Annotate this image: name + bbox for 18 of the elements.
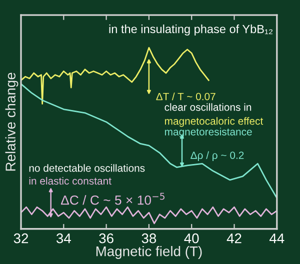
x-tick-label: 34 (56, 233, 71, 244)
text: magnetocaloric effect (164, 117, 264, 127)
x-tick-label: 36 (99, 233, 114, 244)
x-tick-label: 40 (184, 233, 199, 244)
y-axis-title: Relative change (5, 72, 18, 171)
x-tick-label: 32 (14, 233, 28, 244)
x-tick-label: 42 (226, 233, 242, 244)
annotation: Δρ / ρ ~ 0.2 (190, 151, 244, 162)
annotation: clear oscillations in (164, 103, 252, 111)
x-tick-label: 38 (142, 233, 156, 244)
x-axis-title: Magnetic field (T) (96, 246, 202, 259)
chart-title: in the insulating phase of YbB₁₂ (109, 24, 272, 36)
annotation: ΔC / C ~ 5 × 10$^{−5}$ (60, 192, 164, 205)
annotation: no detectable oscillations (29, 164, 145, 172)
text: in elastic constant (29, 176, 112, 185)
series-label: magnetoresistance (164, 128, 252, 138)
x-tick-label: 44 (269, 234, 284, 244)
annotation: ΔT / T ~ 0.07 (156, 92, 216, 100)
